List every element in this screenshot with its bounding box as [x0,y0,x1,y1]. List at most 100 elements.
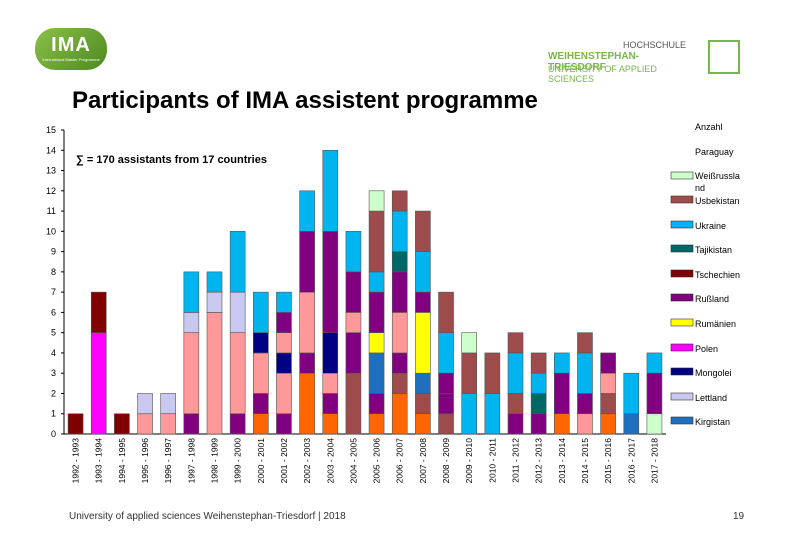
bar-segment [276,312,292,333]
bar-segment [299,231,315,293]
legend-label: nd [695,183,705,193]
bar-segment [391,210,408,252]
y-tick-label: 0 [51,429,56,439]
legend-swatch [670,269,694,278]
bar-segment [507,393,524,415]
bar-segment [415,372,431,394]
legend-label: Kirgistan [695,417,730,427]
bar-segment [554,413,570,435]
x-tick-label: 2004 - 2005 [348,438,358,484]
bar-segment [530,393,547,415]
bar-segment [345,372,362,435]
legend-label: Anzahl [695,122,723,132]
legend-label: Paraguay [695,147,734,157]
bar-segment [206,312,223,435]
bar-segment [577,352,593,394]
x-tick-label: 2011 - 2012 [511,438,521,483]
x-tick-label: 2013 - 2014 [557,438,567,484]
y-tick-label: 14 [46,145,56,155]
bar-segment [299,372,315,435]
bar-segment [183,312,200,333]
y-tick-label: 4 [51,348,56,358]
bar-segment [253,291,269,333]
bar-segment [391,312,408,354]
bar-segment [322,372,339,394]
bar-segment [623,372,640,415]
legend-label: Rumänien [695,319,736,329]
bar-segment [415,413,431,435]
x-tick-label: 2002 - 2003 [302,438,312,484]
bar-segment [391,271,408,313]
bar-segment [206,271,223,293]
bar-segment [253,332,269,354]
x-tick-label: 1993 - 1994 [94,438,104,484]
legend-swatch [670,318,694,327]
bar-segment [600,352,616,374]
bar-segment [137,393,153,415]
x-tick-label: 2001 - 2002 [279,438,289,484]
bar-segment [345,231,362,273]
x-tick-label: 2015 - 2016 [603,438,613,484]
bar-segment [276,291,292,313]
bar-segment [160,413,176,435]
x-tick-label: 2010 - 2011 [487,438,497,483]
bar-segment [90,291,107,333]
bar-segment [646,413,663,435]
y-tick-label: 15 [46,125,56,135]
y-tick-label: 12 [46,186,56,196]
legend-label: Tajikistan [695,245,732,255]
legend-swatch [670,293,694,302]
bar-segment [160,393,176,415]
x-tick-label: 2003 - 2004 [325,438,335,484]
bar-segment [368,352,385,394]
bar-segment [415,291,431,313]
legend-label: Lettland [695,393,727,403]
y-tick-label: 6 [51,307,56,317]
x-tick-label: 1996 - 1997 [163,438,173,484]
university-line-1: HOCHSCHULE [622,40,686,50]
bar-segment [368,190,385,212]
legend-swatch [670,367,694,376]
bar-segment [646,372,663,415]
legend-swatch [670,220,694,229]
bar-segment [391,393,408,435]
bar-segment [438,372,454,394]
bar-segment [229,332,246,415]
legend-swatch [670,392,694,401]
bar-segment [577,413,593,435]
footer-text: University of applied sciences Weihenste… [69,511,346,522]
bar-segment [577,332,593,354]
bar-segment [368,332,385,354]
x-tick-label: 1997 - 1998 [186,438,196,484]
bar-segment [276,372,292,415]
slide-title: Participants of IMA assistent programme [72,87,538,114]
y-tick-label: 9 [51,247,56,257]
bar-segment [299,190,315,232]
bar-segment [530,372,547,394]
bar-segment [229,413,246,435]
bar-segment [391,251,408,273]
legend-label: Tschechien [695,270,740,280]
bar-segment [253,393,269,415]
bar-segment [391,190,408,212]
legend-swatch [670,343,694,352]
bar-segment [206,291,223,313]
x-tick-label: 1994 - 1995 [117,438,127,484]
bar-segment [368,210,385,273]
bar-segment [600,372,616,394]
legend-label: Rußland [695,294,729,304]
x-tick-label: 2005 - 2006 [372,438,382,484]
bar-segment [484,393,501,435]
legend-label: Weißrussla [695,171,740,181]
sum-annotation: ∑ = 170 assistants from 17 countries [76,154,267,166]
university-logo: HOCHSCHULE WEIHENSTEPHAN-TRIESDORF UNIVE… [548,40,748,84]
y-tick-label: 13 [46,166,56,176]
bar-segment [554,372,570,415]
bar-segment [299,352,315,374]
bar-segment [391,352,408,374]
bar-segment [322,149,339,232]
legend-swatch [670,416,694,425]
x-tick-label: 2006 - 2007 [395,438,405,484]
x-tick-label: 2017 - 2018 [649,438,659,484]
